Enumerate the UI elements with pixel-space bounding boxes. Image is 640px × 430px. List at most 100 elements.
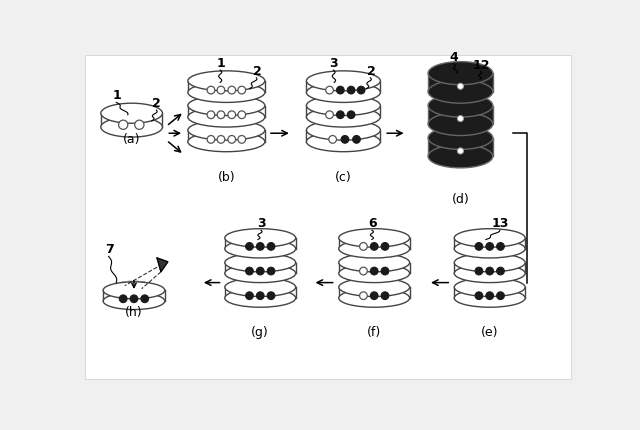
Ellipse shape (130, 295, 138, 303)
Text: 3: 3 (330, 57, 338, 70)
Ellipse shape (371, 243, 378, 250)
Polygon shape (225, 238, 296, 249)
Polygon shape (454, 263, 525, 273)
Ellipse shape (326, 86, 333, 94)
Ellipse shape (486, 292, 493, 300)
Ellipse shape (246, 243, 253, 250)
Ellipse shape (246, 292, 253, 300)
Text: 1: 1 (113, 89, 121, 102)
Ellipse shape (188, 83, 265, 102)
Ellipse shape (103, 282, 164, 299)
Ellipse shape (454, 253, 525, 272)
Text: 6: 6 (368, 217, 377, 230)
Ellipse shape (257, 292, 264, 300)
Text: 4: 4 (450, 51, 458, 64)
Ellipse shape (188, 132, 265, 152)
Ellipse shape (475, 292, 483, 300)
Text: (h): (h) (125, 306, 143, 319)
Ellipse shape (225, 253, 296, 272)
Ellipse shape (339, 278, 410, 296)
Ellipse shape (188, 107, 265, 127)
Polygon shape (454, 287, 525, 298)
Ellipse shape (238, 86, 246, 94)
Ellipse shape (141, 295, 148, 303)
Ellipse shape (341, 135, 349, 143)
Polygon shape (188, 105, 265, 117)
Ellipse shape (101, 117, 163, 137)
Ellipse shape (339, 229, 410, 247)
Ellipse shape (238, 135, 246, 143)
Ellipse shape (225, 229, 296, 247)
Ellipse shape (119, 295, 127, 303)
Ellipse shape (458, 148, 463, 154)
Ellipse shape (207, 86, 215, 94)
Ellipse shape (357, 86, 365, 94)
Ellipse shape (486, 267, 493, 275)
Polygon shape (307, 105, 380, 117)
Ellipse shape (228, 111, 236, 119)
Ellipse shape (360, 267, 367, 275)
Polygon shape (339, 287, 410, 298)
Text: 1: 1 (216, 57, 225, 70)
Text: 7: 7 (105, 243, 113, 256)
Ellipse shape (458, 83, 463, 89)
Text: (g): (g) (252, 326, 269, 339)
Ellipse shape (267, 267, 275, 275)
Ellipse shape (454, 264, 525, 283)
Ellipse shape (307, 120, 380, 140)
Polygon shape (101, 113, 163, 127)
Ellipse shape (339, 240, 410, 258)
Ellipse shape (135, 120, 144, 129)
Ellipse shape (454, 289, 525, 307)
Ellipse shape (257, 243, 264, 250)
Polygon shape (307, 130, 380, 142)
FancyBboxPatch shape (86, 55, 570, 379)
Text: (e): (e) (481, 326, 499, 339)
Ellipse shape (454, 229, 525, 247)
Ellipse shape (103, 292, 164, 310)
Polygon shape (225, 263, 296, 273)
Polygon shape (339, 263, 410, 273)
Text: 12: 12 (473, 58, 490, 71)
Text: (b): (b) (218, 171, 235, 184)
Ellipse shape (326, 111, 333, 119)
Polygon shape (428, 105, 493, 124)
Ellipse shape (371, 267, 378, 275)
Polygon shape (225, 287, 296, 298)
Ellipse shape (428, 126, 493, 149)
Text: (c): (c) (335, 171, 352, 184)
Ellipse shape (307, 95, 380, 116)
Text: 2: 2 (152, 97, 161, 110)
Ellipse shape (381, 243, 389, 250)
Polygon shape (188, 130, 265, 142)
Ellipse shape (228, 135, 236, 143)
Ellipse shape (381, 267, 389, 275)
Ellipse shape (348, 111, 355, 119)
Ellipse shape (497, 292, 504, 300)
Ellipse shape (188, 120, 265, 140)
Ellipse shape (217, 135, 225, 143)
Text: (f): (f) (367, 326, 381, 339)
Ellipse shape (307, 71, 380, 91)
Ellipse shape (360, 243, 367, 250)
Text: (d): (d) (452, 194, 469, 206)
Ellipse shape (339, 264, 410, 283)
Ellipse shape (207, 111, 215, 119)
Ellipse shape (475, 243, 483, 250)
Polygon shape (454, 238, 525, 249)
Ellipse shape (267, 243, 275, 250)
Text: (a): (a) (123, 133, 140, 146)
Ellipse shape (475, 267, 483, 275)
Ellipse shape (101, 103, 163, 123)
Ellipse shape (113, 281, 155, 293)
Ellipse shape (454, 240, 525, 258)
Ellipse shape (371, 292, 378, 300)
Polygon shape (428, 138, 493, 157)
Ellipse shape (428, 145, 493, 168)
Ellipse shape (353, 135, 360, 143)
Polygon shape (157, 258, 168, 272)
Ellipse shape (348, 86, 355, 94)
Polygon shape (339, 238, 410, 249)
Ellipse shape (339, 253, 410, 272)
Text: 2: 2 (367, 64, 375, 78)
